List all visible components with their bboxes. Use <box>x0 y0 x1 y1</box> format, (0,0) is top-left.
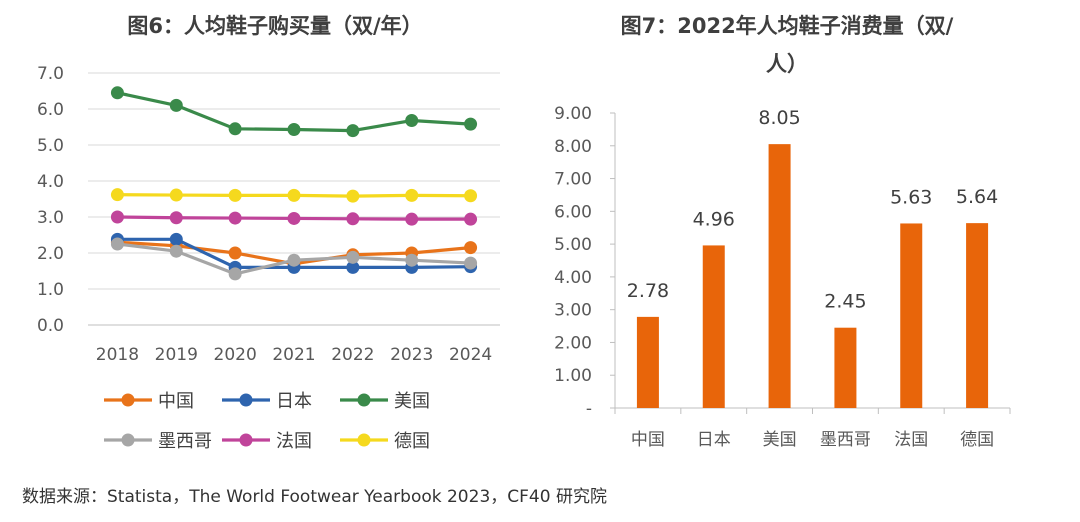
legend-entry: 法国 <box>276 431 312 452</box>
legend-entry: 中国 <box>158 391 194 412</box>
data-point <box>346 189 360 203</box>
y-tick-label: 3.00 <box>554 301 592 321</box>
data-point <box>464 256 478 270</box>
bar-data-label: 5.64 <box>956 186 998 208</box>
x-tick-label: 2019 <box>155 345 198 365</box>
x-tick-label: 中国 <box>631 430 665 450</box>
data-point <box>110 210 124 224</box>
legend-swatch-marker <box>239 393 253 407</box>
y-tick-label: 7.0 <box>37 64 64 84</box>
data-point <box>287 211 301 225</box>
bar-chart: - 1.00 2.00 3.00 4.00 5.00 6.00 7.00 8.00 9.00 中国 日… <box>554 104 1011 450</box>
x-tick-label: 法国 <box>894 430 928 450</box>
x-tick-label: 德国 <box>960 430 994 450</box>
line-chart: 0.0 1.0 2.0 3.0 4.0 5.0 6.0 7.0 2018 2019 2020 2021… <box>37 64 500 365</box>
bar-data-label: 2.78 <box>627 280 669 302</box>
bar <box>966 223 989 408</box>
x-tick-label: 2020 <box>214 345 257 365</box>
data-point <box>169 188 183 202</box>
data-point <box>405 188 419 202</box>
y-tick-label: 4.0 <box>37 172 64 192</box>
legend-swatch-marker <box>239 433 253 447</box>
bar <box>636 316 659 408</box>
legend-swatch-marker <box>121 393 135 407</box>
bar-chart-title-line-2: 人） <box>766 52 808 76</box>
y-tick-label: 9.00 <box>554 104 592 124</box>
data-point <box>464 189 478 203</box>
legend-swatch-marker <box>121 433 135 447</box>
y-tick-label: - <box>586 399 592 419</box>
y-tick-label: 8.00 <box>554 137 592 157</box>
y-tick-label: 1.00 <box>554 366 592 386</box>
data-point <box>169 98 183 112</box>
y-tick-label: 7.00 <box>554 170 592 190</box>
x-tick-label: 2023 <box>390 345 433 365</box>
x-tick-label: 2018 <box>96 345 139 365</box>
data-point <box>228 267 242 281</box>
x-tick-label: 美国 <box>763 430 797 450</box>
y-tick-label: 4.00 <box>554 268 592 288</box>
legend-entry: 墨西哥 <box>158 431 212 452</box>
y-tick-label: 6.0 <box>37 100 64 120</box>
x-tick-label: 2022 <box>331 345 374 365</box>
data-point <box>464 241 478 255</box>
data-point <box>169 211 183 225</box>
data-point <box>228 122 242 136</box>
y-tick-label: 3.0 <box>37 208 64 228</box>
bar-data-label: 8.05 <box>758 107 800 129</box>
y-tick-label: 2.00 <box>554 333 592 353</box>
data-point <box>464 212 478 226</box>
y-tick-label: 6.00 <box>554 202 592 222</box>
data-point <box>346 250 360 264</box>
x-tick-label: 墨西哥 <box>820 430 871 450</box>
data-point <box>405 114 419 128</box>
y-tick-label: 1.0 <box>37 280 64 300</box>
data-point <box>287 253 301 267</box>
data-point <box>169 232 183 246</box>
x-tick-label: 2021 <box>272 345 315 365</box>
bar <box>900 223 923 408</box>
bar <box>702 245 725 408</box>
data-point <box>287 123 301 137</box>
data-point <box>228 246 242 260</box>
bar-data-label: 2.45 <box>824 291 866 313</box>
data-point <box>169 244 183 258</box>
data-point <box>110 86 124 100</box>
x-tick-label: 2024 <box>449 345 492 365</box>
data-point <box>346 212 360 226</box>
legend-entry: 日本 <box>276 391 312 412</box>
line-chart-title: 图6：人均鞋子购买量（双/年） <box>127 14 422 38</box>
data-point <box>464 117 478 131</box>
data-point <box>228 188 242 202</box>
legend-entry: 德国 <box>394 431 430 452</box>
legend-entry: 美国 <box>394 391 430 412</box>
data-point <box>228 211 242 225</box>
source-note: 数据来源：Statista，The World Footwear Yearboo… <box>22 487 607 507</box>
y-tick-label: 5.0 <box>37 136 64 156</box>
data-point <box>346 124 360 138</box>
legend-swatch-marker <box>357 433 371 447</box>
bar <box>834 327 857 408</box>
data-point <box>405 212 419 226</box>
data-point <box>346 260 360 274</box>
y-tick-label: 5.00 <box>554 235 592 255</box>
data-point <box>287 188 301 202</box>
bar-data-label: 4.96 <box>693 208 735 230</box>
data-point <box>110 188 124 202</box>
bar <box>768 144 791 408</box>
bar-chart-title-line-1: 图7：2022年人均鞋子消费量（双/ <box>621 14 954 38</box>
x-tick-label: 日本 <box>697 430 731 450</box>
y-tick-label: 2.0 <box>37 244 64 264</box>
y-tick-label: 0.0 <box>37 316 64 336</box>
legend-swatch-marker <box>357 393 371 407</box>
data-point <box>405 253 419 267</box>
bar-data-label: 5.63 <box>890 186 932 208</box>
data-point <box>110 237 124 251</box>
